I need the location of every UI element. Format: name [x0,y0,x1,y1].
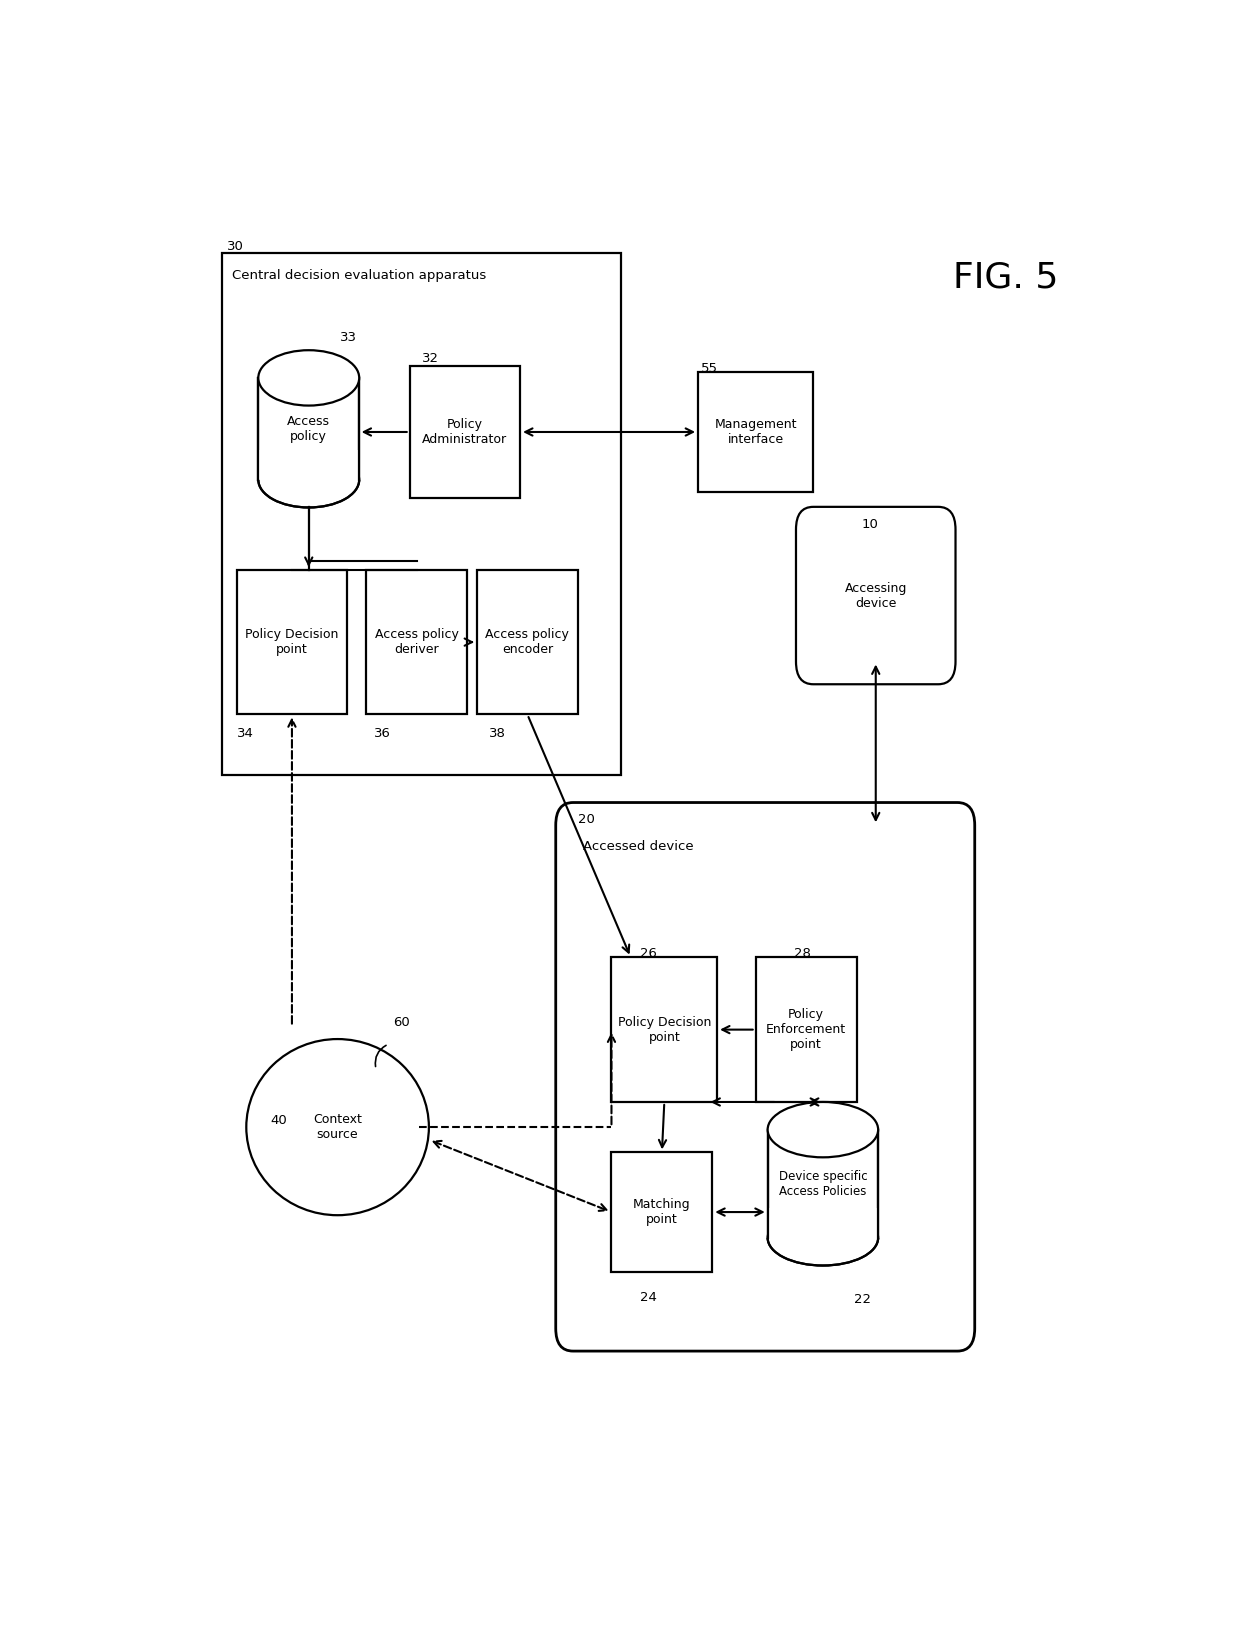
FancyBboxPatch shape [477,570,578,714]
Text: 55: 55 [701,363,718,376]
Text: Management
interface: Management interface [714,418,797,446]
Text: Policy
Administrator: Policy Administrator [423,418,507,446]
FancyBboxPatch shape [367,570,467,714]
Bar [766,1208,879,1239]
Text: Access policy
encoder: Access policy encoder [485,627,569,657]
Text: 30: 30 [227,240,244,253]
FancyBboxPatch shape [755,958,857,1101]
Bar [258,377,360,480]
FancyBboxPatch shape [611,1152,712,1271]
Text: Accessing
device: Accessing device [844,582,906,609]
Ellipse shape [768,1211,878,1265]
Text: 28: 28 [794,948,811,961]
Text: Policy
Enforcement
point: Policy Enforcement point [766,1008,846,1051]
FancyBboxPatch shape [698,373,813,492]
Text: Access policy
deriver: Access policy deriver [374,627,459,657]
Text: 20: 20 [578,812,595,825]
Text: 26: 26 [640,948,657,961]
Text: Accessed device: Accessed device [583,840,693,853]
Text: Policy Decision
point: Policy Decision point [246,627,339,657]
Text: 24: 24 [640,1291,657,1304]
Bar [768,1129,878,1239]
FancyBboxPatch shape [409,366,521,498]
Text: 33: 33 [340,330,357,343]
FancyBboxPatch shape [796,507,956,685]
Text: Context
source: Context source [314,1113,362,1141]
Text: 32: 32 [422,351,439,364]
Text: Policy Decision
point: Policy Decision point [618,1016,711,1044]
Text: FIG. 5: FIG. 5 [952,261,1058,294]
Text: Central decision evaluation apparatus: Central decision evaluation apparatus [232,270,486,283]
Text: Device specific
Access Policies: Device specific Access Policies [779,1170,867,1198]
FancyBboxPatch shape [237,570,347,714]
Ellipse shape [768,1101,878,1157]
Text: Matching
point: Matching point [634,1198,691,1226]
Text: 22: 22 [853,1292,870,1306]
Text: 60: 60 [393,1016,410,1029]
Bar [258,449,360,480]
Text: Access
policy: Access policy [288,415,330,443]
Ellipse shape [247,1039,429,1216]
FancyBboxPatch shape [222,253,621,775]
Text: 40: 40 [270,1114,288,1127]
Text: 36: 36 [374,727,391,740]
Text: 38: 38 [490,727,506,740]
Ellipse shape [258,350,360,405]
FancyBboxPatch shape [611,958,717,1101]
Text: 34: 34 [237,727,253,740]
Text: 10: 10 [862,518,878,531]
Ellipse shape [258,453,360,508]
FancyBboxPatch shape [556,802,975,1351]
